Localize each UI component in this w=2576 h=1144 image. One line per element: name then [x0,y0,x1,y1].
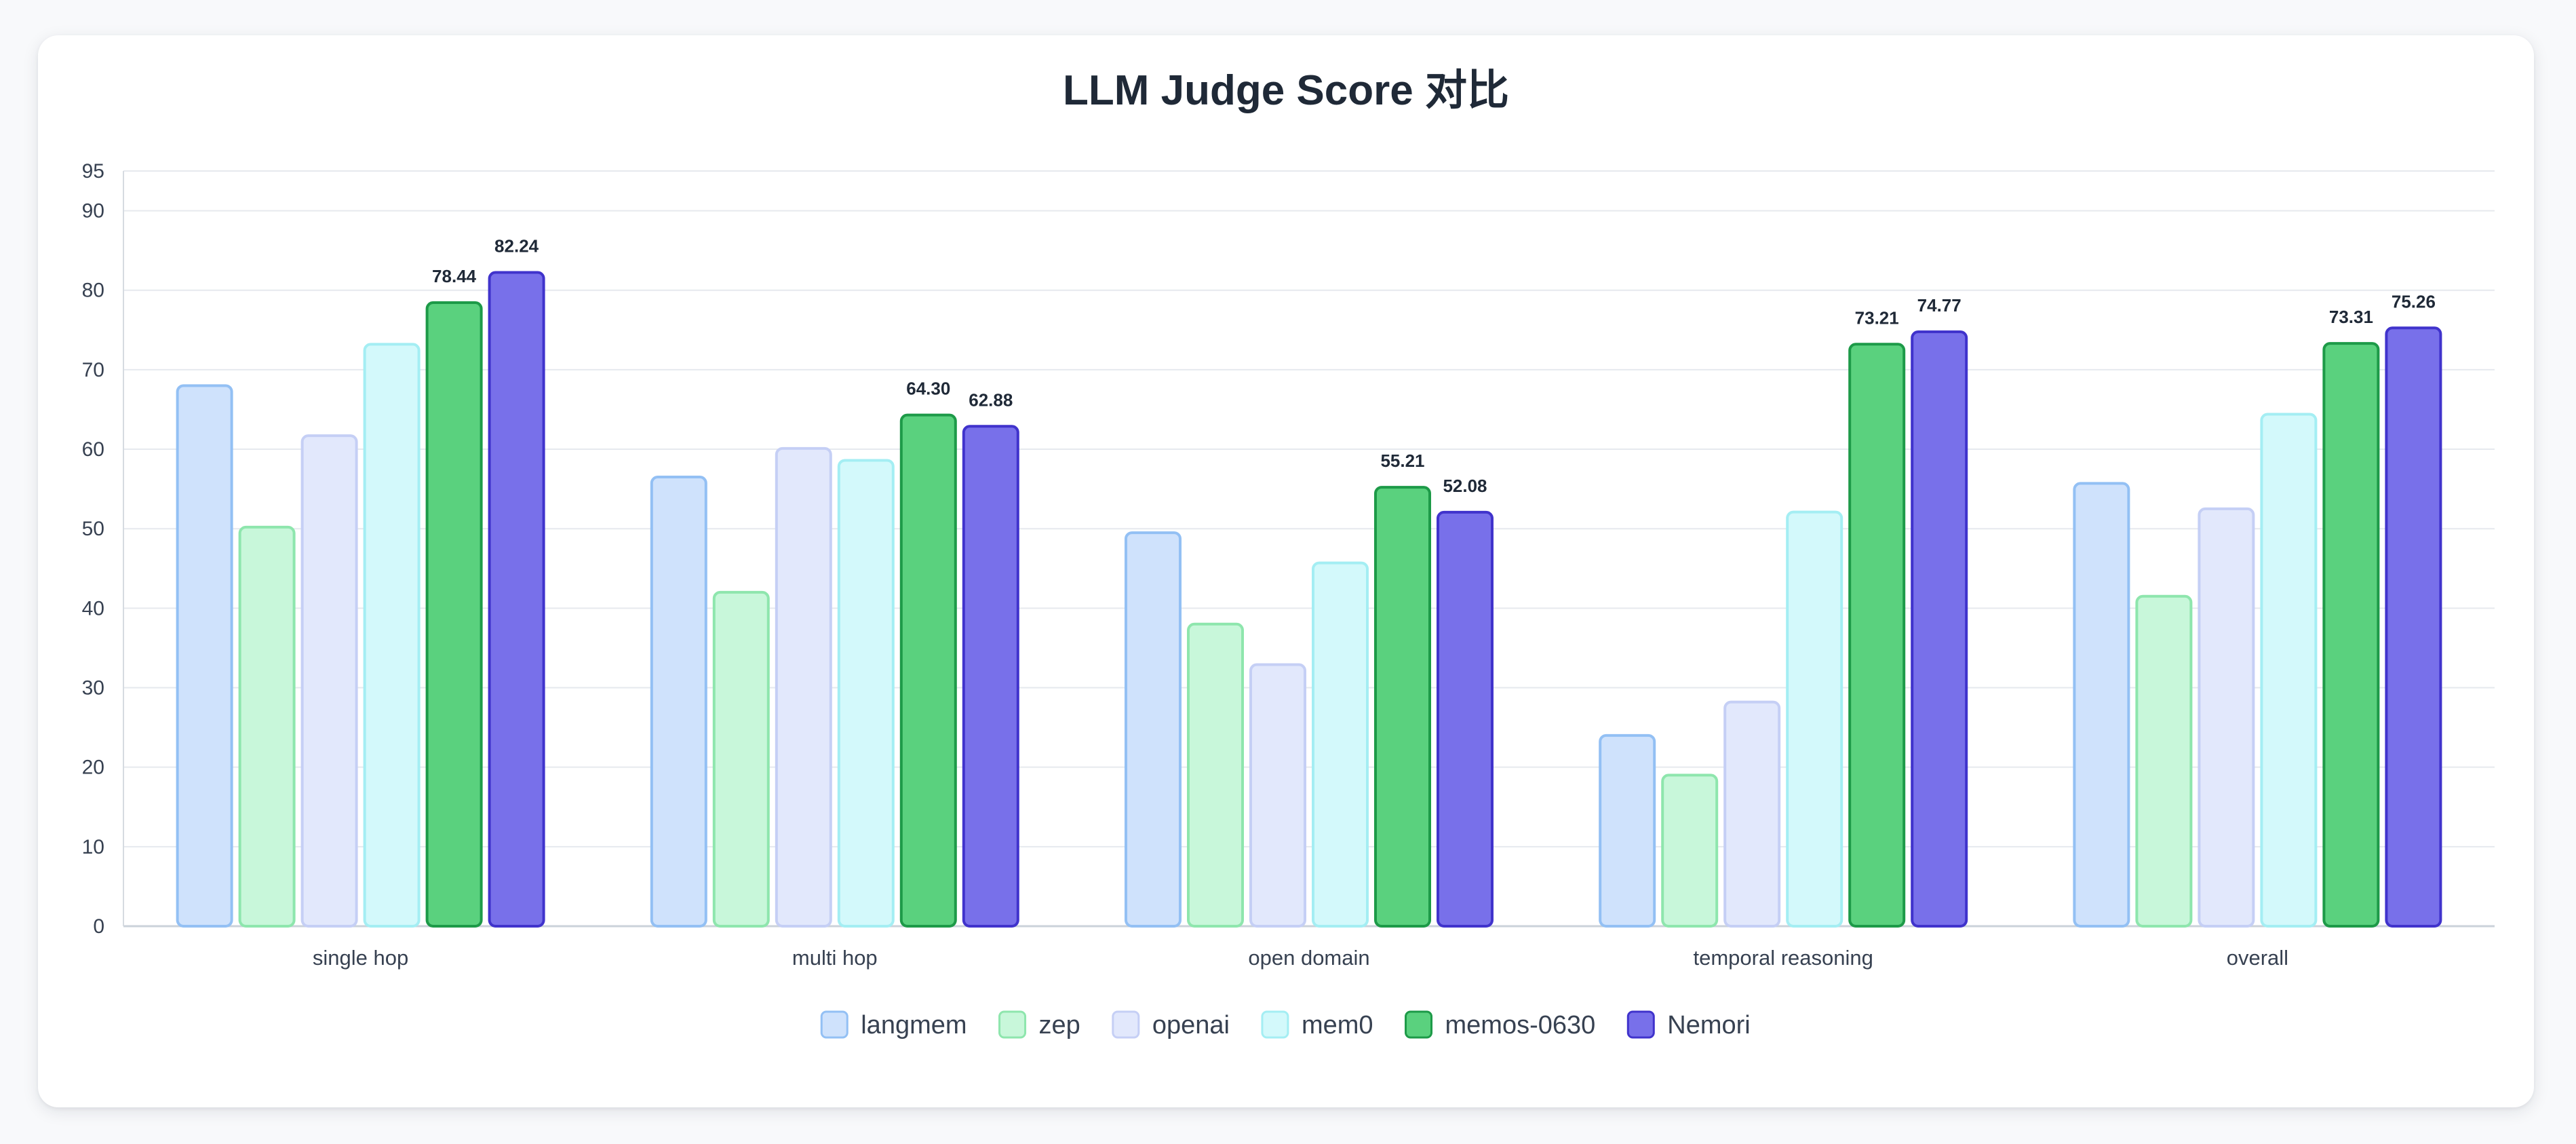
bar[interactable] [1723,700,1781,928]
bar-value-label: 52.08 [1443,476,1487,496]
bar-value-label: 64.30 [906,379,950,399]
legend-item[interactable]: openai [1112,1010,1230,1040]
bar[interactable] [1374,486,1431,928]
legend-swatch [1112,1010,1140,1039]
bar[interactable] [425,301,483,928]
axes: 0 10 20 30 40 50 60 70 80 90 95 single hop multi hop… [82,160,2288,970]
y-tick-label: 40 [82,597,104,619]
y-tick-label: 70 [82,359,104,381]
legend-item[interactable]: zep [998,1010,1080,1040]
bar[interactable] [2198,507,2255,928]
data-labels: 78.44 82.24 64.30 62.88 55.21 52.08 73.21 74.77… [432,235,2436,495]
y-tick-label: 95 [82,160,104,183]
chart-title: LLM Judge Score 对比 [1063,67,1509,114]
bar-value-label: 82.24 [494,235,539,256]
legend-label: Nemori [1667,1011,1750,1040]
bar[interactable] [1312,561,1369,928]
bar[interactable] [1437,510,1494,928]
legend-swatch [1261,1010,1289,1039]
bars [176,271,2442,928]
bar[interactable] [1187,622,1244,928]
bar[interactable] [712,590,770,928]
chart-card: LLM Judge Score 对比 0 10 20 30 40 50 60 70 80 90 95… [38,35,2534,1107]
x-tick-label: single hop [313,946,408,970]
y-tick-label: 10 [82,836,104,858]
bar[interactable] [1599,733,1656,928]
legend-item[interactable]: mem0 [1261,1010,1373,1040]
y-tick-label: 0 [93,915,104,938]
bar[interactable] [1786,510,1843,928]
bar[interactable] [2073,482,2130,928]
legend-swatch [820,1010,848,1039]
bar-value-label: 73.21 [1855,307,1899,328]
x-tick-label: temporal reasoning [1694,946,1873,970]
legend-swatch [1405,1010,1433,1039]
bar[interactable] [1249,663,1306,928]
y-tick-label: 90 [82,200,104,223]
legend-label: zep [1039,1011,1080,1040]
legend-label: langmem [861,1011,967,1040]
bar[interactable] [488,271,545,928]
bar[interactable] [2385,326,2442,928]
x-tick-label: overall [2227,946,2288,970]
y-tick-label: 20 [82,757,104,779]
legend-item[interactable]: memos-0630 [1405,1010,1596,1040]
bar[interactable] [962,425,1019,928]
bar-value-label: 73.31 [2329,307,2373,327]
bar[interactable] [1661,774,1719,928]
legend-label: mem0 [1302,1011,1373,1040]
bar[interactable] [1848,343,1906,928]
legend-swatch [998,1010,1027,1039]
bar[interactable] [650,476,707,928]
bar[interactable] [837,459,895,928]
bar[interactable] [1911,330,1968,928]
legend-label: memos-0630 [1445,1011,1596,1040]
bar[interactable] [2322,342,2380,928]
bar-value-label: 74.77 [1917,295,1962,316]
bar[interactable] [363,343,421,928]
bar-value-label: 75.26 [2392,291,2436,311]
y-tick-label: 80 [82,280,104,302]
legend: langmem zep openai mem0 memos-0630 Nemori [820,1010,1751,1040]
bar[interactable] [238,525,296,928]
bar-value-label: 62.88 [969,389,1013,410]
legend-item[interactable]: langmem [820,1010,967,1040]
bar[interactable] [2260,413,2318,928]
y-tick-label: 30 [82,677,104,700]
x-tick-label: open domain [1248,946,1369,970]
bar[interactable] [899,413,957,928]
bar-value-label: 78.44 [432,266,477,286]
bar[interactable] [2135,594,2193,928]
y-tick-label: 60 [82,438,104,461]
chart-svg: LLM Judge Score 对比 0 10 20 30 40 50 60 70 80 90 95… [82,67,2495,1040]
legend-label: openai [1152,1011,1230,1040]
legend-swatch [1626,1010,1655,1039]
bar[interactable] [1125,531,1182,928]
y-tick-label: 50 [82,518,104,540]
x-tick-label: multi hop [792,946,878,970]
legend-item[interactable]: Nemori [1626,1010,1751,1040]
bar-value-label: 55.21 [1380,451,1424,471]
bar[interactable] [176,384,233,928]
bar[interactable] [775,446,832,928]
bar[interactable] [300,434,358,928]
